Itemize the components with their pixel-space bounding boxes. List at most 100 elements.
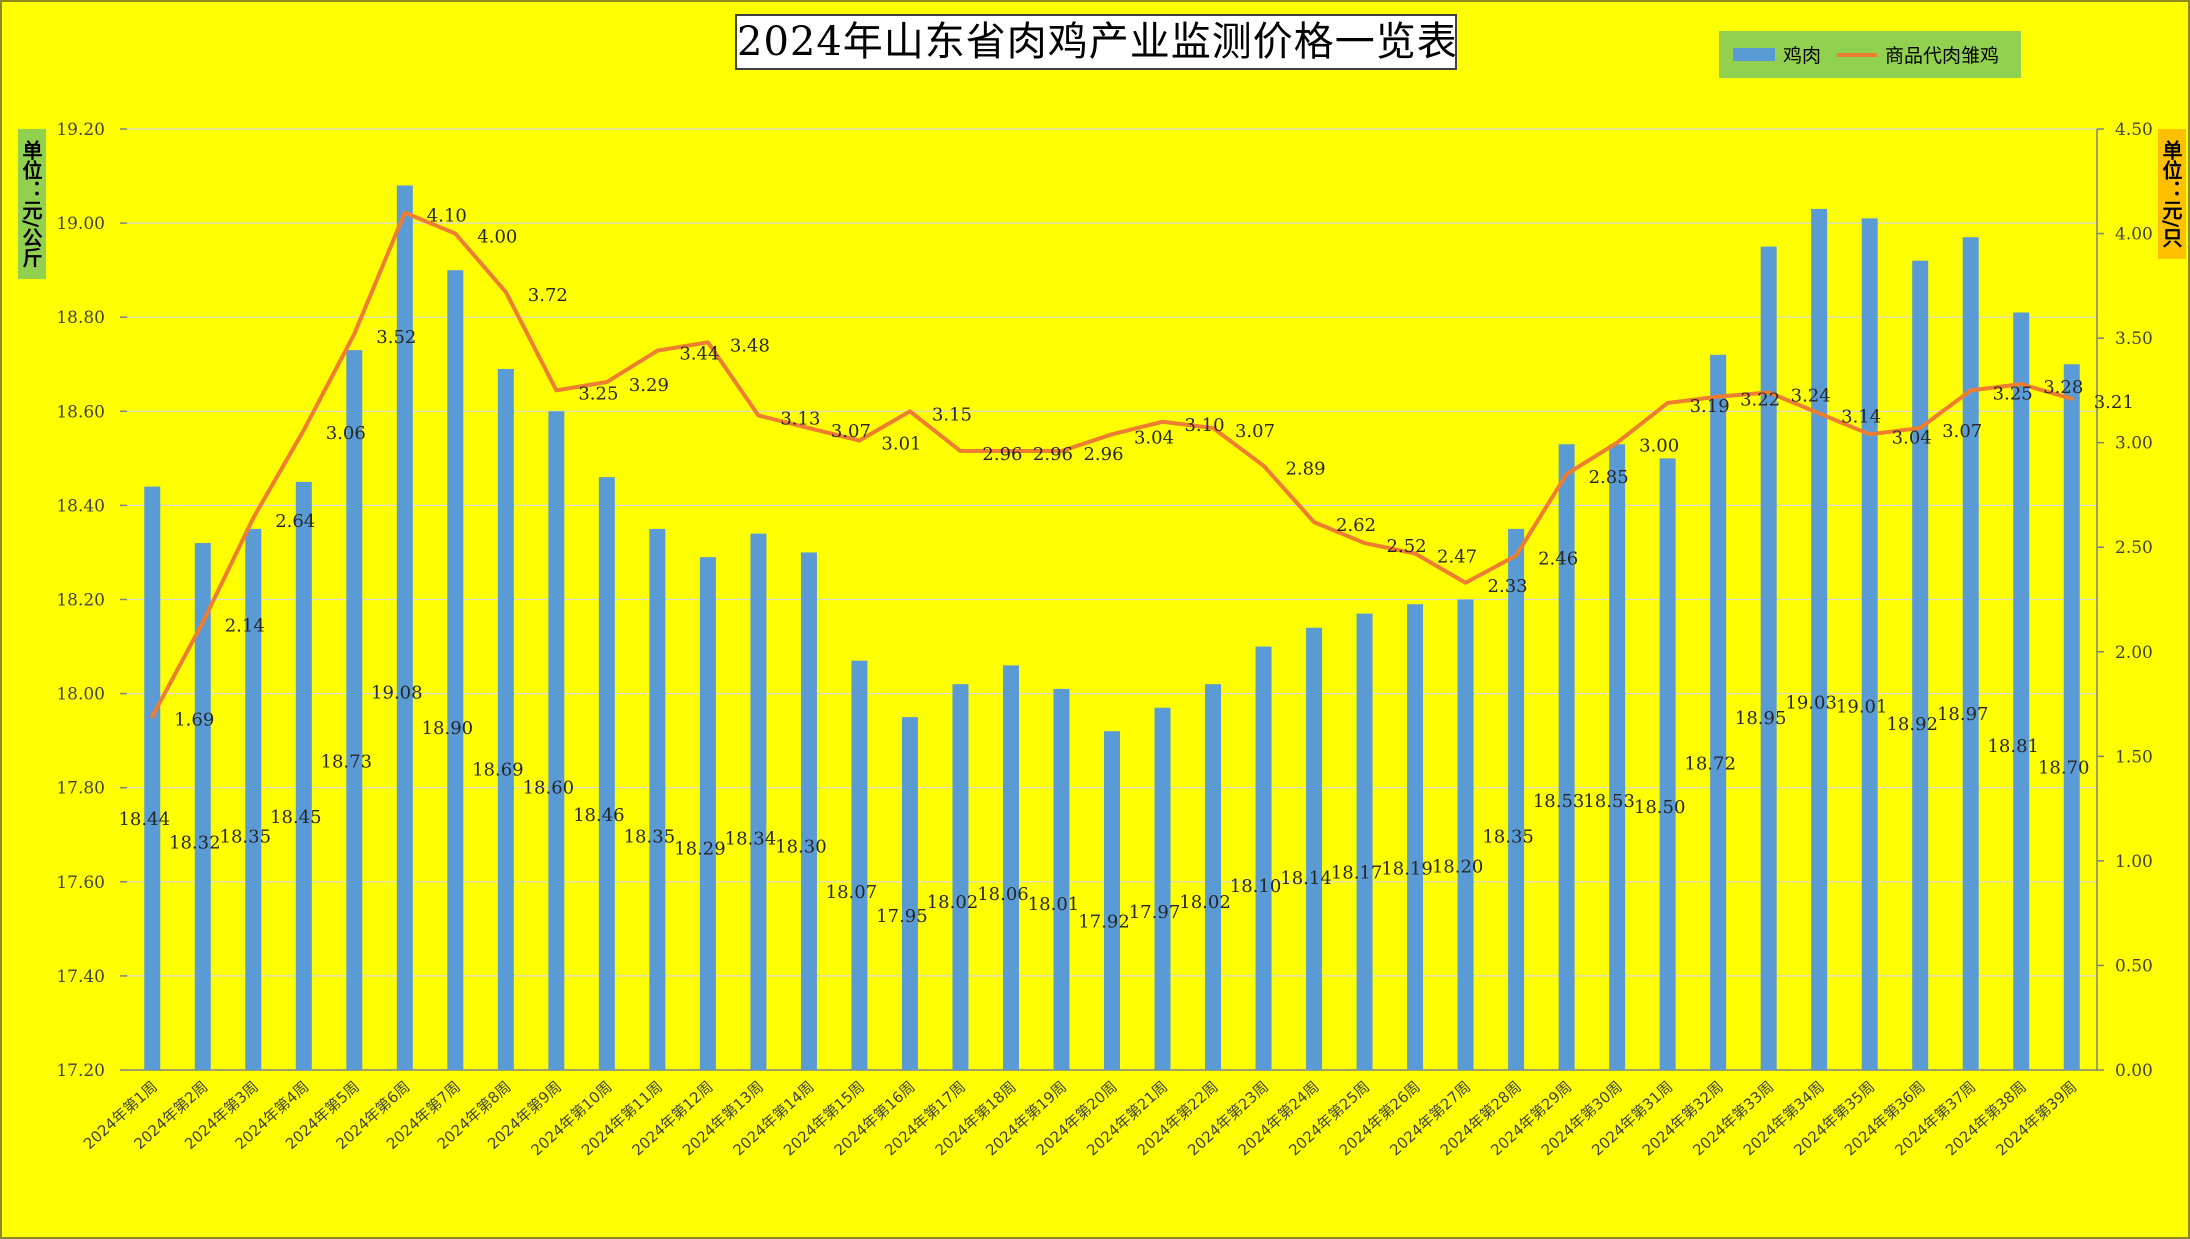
line-data-label: 3.04: [1892, 427, 1932, 448]
bar-data-label: 18.46: [573, 805, 625, 826]
y-left-tick-label: 18.40: [56, 496, 105, 516]
legend-label-line: 商品代肉雏鸡: [1885, 45, 2000, 67]
line-data-label: 3.06: [326, 423, 366, 444]
line-data-label: 3.22: [1740, 390, 1780, 411]
bar-data-label: 18.35: [1482, 827, 1534, 848]
line-data-label: 3.04: [1134, 427, 1174, 448]
bar-2024年第22周: [1205, 684, 1222, 1070]
bar-2024年第15周: [851, 660, 868, 1070]
bar-data-label: 18.02: [1179, 892, 1231, 913]
y-left-tick-label: 17.80: [56, 779, 105, 799]
line-point-2024年第3周: [251, 516, 255, 520]
line-point-2024年第11周: [655, 349, 659, 353]
bar-data-label: 18.02: [927, 892, 979, 913]
y-left-tick-label: 19.20: [56, 120, 105, 140]
line-data-label: 3.19: [1690, 396, 1730, 417]
y-right-tick-label: 0.00: [2115, 1061, 2153, 1081]
line-point-2024年第16周: [908, 409, 912, 413]
line-data-label: 3.07: [1942, 421, 1982, 442]
line-data-label: 3.07: [831, 421, 871, 442]
y-left-tick-label: 18.60: [56, 402, 105, 422]
y-right-tick-label: 0.50: [2115, 956, 2153, 976]
line-data-label: 2.62: [1336, 515, 1376, 536]
line-data-label: 2.47: [1437, 546, 1477, 567]
bar-data-label: 18.50: [1634, 797, 1686, 818]
bar-2024年第16周: [901, 717, 918, 1070]
y-right-tick-label: 3.50: [2115, 329, 2153, 349]
line-data-label: 3.10: [1184, 415, 1224, 436]
bar-2024年第20周: [1104, 731, 1120, 1070]
bar-data-label: 18.92: [1886, 714, 1938, 735]
bar-2024年第19周: [1053, 688, 1070, 1070]
bar-2024年第33周: [1760, 246, 1777, 1070]
bar-2024年第14周: [800, 552, 817, 1070]
bar-series-chicken-meat: [144, 185, 2080, 1071]
chart-title: 2024年山东省肉鸡产业监测价格一览表: [735, 14, 1457, 70]
bar-2024年第8周: [497, 368, 514, 1071]
legend-swatch-line: [1837, 52, 1878, 57]
bar-data-label: 18.01: [1028, 894, 1080, 915]
y-left-tick-label: 18.20: [56, 591, 105, 611]
bar-data-label: 18.32: [169, 833, 221, 854]
line-point-2024年第31周: [1666, 401, 1670, 405]
bar-data-label: 18.60: [523, 777, 575, 798]
line-point-2024年第14周: [807, 426, 811, 430]
line-data-label: 3.48: [730, 335, 770, 356]
line-data-label: 3.07: [1235, 421, 1275, 442]
bar-data-label: 18.19: [1381, 858, 1433, 879]
line-data-label: 3.15: [932, 404, 972, 425]
line-point-2024年第25周: [1363, 541, 1367, 545]
line-data-label: 2.46: [1538, 549, 1578, 570]
y-right-tick-label: 1.50: [2115, 747, 2153, 767]
y-left-tick-label: 18.80: [56, 308, 105, 328]
bar-2024年第17周: [952, 684, 969, 1070]
bar-data-label: 18.29: [674, 839, 726, 860]
bar-2024年第3周: [245, 528, 262, 1070]
line-point-2024年第12周: [706, 340, 710, 344]
line-point-2024年第33周: [1767, 390, 1771, 394]
bar-data-label: 18.69: [472, 760, 524, 781]
bar-2024年第6周: [396, 185, 413, 1070]
bar-2024年第12周: [699, 557, 716, 1070]
line-point-2024年第2周: [201, 621, 205, 625]
line-data-label: 3.52: [376, 327, 416, 348]
y-left-tick-label: 18.00: [56, 685, 105, 705]
line-data-label: 3.21: [2094, 392, 2134, 413]
bar-data-label: 18.35: [220, 827, 272, 848]
bar-data-label: 18.97: [1937, 704, 1989, 725]
bar-data-label: 19.01: [1836, 696, 1888, 717]
line-point-2024年第28周: [1514, 554, 1518, 558]
bar-data-label: 18.34: [725, 829, 777, 850]
bar-data-label: 18.45: [270, 807, 322, 828]
bar-data-label: 18.90: [422, 718, 474, 739]
bar-data-label: 18.30: [775, 837, 827, 858]
bar-2024年第38周: [2013, 312, 2030, 1070]
bar-data-label: 19.03: [1785, 692, 1837, 713]
line-data-label: 2.52: [1387, 536, 1427, 557]
bar-2024年第10周: [598, 477, 615, 1070]
line-point-2024年第8周: [504, 290, 508, 294]
y-axis-left-unit-label: 单位：元/公斤: [18, 129, 46, 279]
bar-2024年第18周: [1002, 665, 1019, 1070]
bar-2024年第35周: [1861, 218, 1878, 1070]
x-axis-tick-labels: 2024年第1周2024年第2周2024年第3周2024年第4周2024年第5周…: [80, 1078, 2080, 1160]
bar-data-label: 19.08: [371, 682, 423, 703]
bar-2024年第36周: [1912, 260, 1929, 1070]
line-point-2024年第9周: [554, 388, 558, 392]
bar-2024年第29周: [1558, 444, 1575, 1070]
y-right-tick-label: 4.00: [2115, 225, 2153, 245]
bar-data-label: 17.95: [876, 906, 928, 927]
y-right-tick-label: 4.50: [2115, 120, 2153, 140]
line-data-label: 3.28: [2043, 377, 2083, 398]
line-point-2024年第20周: [1110, 432, 1114, 436]
line-data-label: 3.24: [1791, 385, 1831, 406]
legend: 鸡肉 商品代肉雏鸡: [1719, 31, 2021, 78]
line-data-label: 2.14: [225, 616, 265, 637]
line-data-label: 2.33: [1488, 576, 1528, 597]
bar-data-label: 18.53: [1533, 791, 1585, 812]
bar-2024年第1周: [144, 486, 161, 1071]
bar-data-label: 18.10: [1230, 876, 1282, 897]
bar-data-label: 18.95: [1735, 708, 1787, 729]
bar-2024年第7周: [447, 270, 464, 1070]
bar-2024年第28周: [1508, 528, 1525, 1070]
